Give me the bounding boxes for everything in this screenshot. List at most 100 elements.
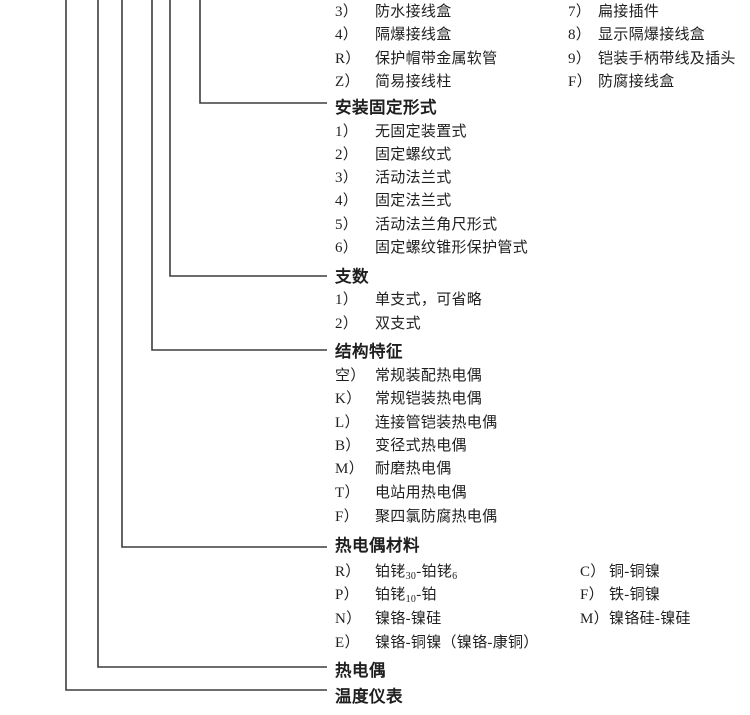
list-item: 3） 活动法兰式 <box>335 166 452 190</box>
item-code: T） <box>335 485 360 501</box>
item-code: 6） <box>335 240 359 256</box>
item-label: 防水接线盒 <box>375 4 452 20</box>
list-item: 5） 活动法兰角尺形式 <box>335 213 497 237</box>
material-subscript: 6 <box>452 571 458 582</box>
material-text: 铂铑 <box>375 564 406 580</box>
list-item: M） 耐磨热电偶 <box>335 457 452 481</box>
item-code: 9） <box>568 51 592 67</box>
list-item: N） 镍铬-镍硅 <box>335 607 442 631</box>
item-label: 活动法兰式 <box>375 170 452 186</box>
branch-line-thermocouple <box>97 0 327 668</box>
item-label: 耐磨热电偶 <box>375 461 452 477</box>
item-code: R） <box>335 564 361 580</box>
item-code: 2） <box>335 147 359 163</box>
item-label: 聚四氯防腐热电偶 <box>375 509 498 525</box>
item-code: 4） <box>335 193 359 209</box>
item-code: N） <box>335 611 362 627</box>
list-item: Z） 简易接线柱 <box>335 70 452 94</box>
list-item: 4） 固定法兰式 <box>335 189 452 213</box>
section-header-material: 热电偶材料 <box>335 536 420 555</box>
section-header-structure: 结构特征 <box>335 342 403 361</box>
item-code: 3） <box>335 170 359 186</box>
item-label: 单支式，可省略 <box>375 292 483 308</box>
item-label: 铂铑10-铂 <box>375 583 437 607</box>
item-code: M） <box>335 461 364 477</box>
item-code: 8） <box>568 27 592 43</box>
item-label: 铠装手柄带线及插头 <box>598 51 736 67</box>
item-label: 镍铬硅-镍硅 <box>609 611 691 627</box>
material-subscript: 10 <box>405 594 417 605</box>
item-code: 5） <box>335 217 359 233</box>
list-item: R） 保护帽带金属软管 <box>335 47 497 71</box>
item-label: 镍铬-铜镍（镍铬-康铜） <box>375 635 539 651</box>
list-item: C） 铜-铜镍 <box>580 560 660 584</box>
item-label: 固定螺纹锥形保护管式 <box>375 240 529 256</box>
branch-line-branch-count <box>169 0 327 277</box>
item-code: L） <box>335 415 360 431</box>
item-code: B） <box>335 438 361 454</box>
item-label: 铂铑30-铂铑6 <box>375 560 457 584</box>
list-item: L） 连接管铠装热电偶 <box>335 411 497 435</box>
list-item: 9） 铠装手柄带线及插头 <box>568 47 736 71</box>
list-item: 3） 防水接线盒 <box>335 0 452 24</box>
item-code: F） <box>335 509 359 525</box>
list-item: 空） 常规装配热电偶 <box>335 364 482 388</box>
item-code: 7） <box>568 4 592 20</box>
item-label: 显示隔爆接线盒 <box>598 27 706 43</box>
section-header-branch-count: 支数 <box>335 267 369 286</box>
list-item: F） 防腐接线盒 <box>568 70 675 94</box>
item-code: K） <box>335 391 362 407</box>
item-label: 铁-铜镍 <box>609 587 661 603</box>
list-item: B） 变径式热电偶 <box>335 434 467 458</box>
item-label: 固定螺纹式 <box>375 147 452 163</box>
list-item: E） 镍铬-铜镍（镍铬-康铜） <box>335 631 539 655</box>
list-item: T） 电站用热电偶 <box>335 481 467 505</box>
item-label: 隔爆接线盒 <box>375 27 452 43</box>
item-label: 防腐接线盒 <box>598 74 675 90</box>
item-label: 常规装配热电偶 <box>375 368 483 384</box>
list-item: F） 聚四氯防腐热电偶 <box>335 505 497 529</box>
list-item: 1） 单支式，可省略 <box>335 288 482 312</box>
material-text: 铂铑 <box>375 587 406 603</box>
item-code: M） <box>580 611 609 627</box>
item-code: Z） <box>335 74 360 90</box>
item-label: 固定法兰式 <box>375 193 452 209</box>
item-code: 1） <box>335 292 359 308</box>
branch-line-mounting <box>199 0 327 104</box>
item-label: 电站用热电偶 <box>375 485 467 501</box>
item-code: 1） <box>335 124 359 140</box>
material-text: -铂铑 <box>416 564 453 580</box>
list-item: 8） 显示隔爆接线盒 <box>568 23 705 47</box>
item-code: 2） <box>335 316 359 332</box>
item-label: 扁接插件 <box>598 4 660 20</box>
list-item: R） 铂铑30-铂铑6 <box>335 560 457 584</box>
item-code: 4） <box>335 27 359 43</box>
section-header-thermocouple: 热电偶 <box>335 661 386 680</box>
branch-line-temperature-instrument <box>65 0 327 691</box>
item-label: 连接管铠装热电偶 <box>375 415 498 431</box>
item-code: P） <box>335 587 359 603</box>
item-code: 空） <box>335 368 366 384</box>
item-code: 3） <box>335 4 359 20</box>
item-label: 无固定装置式 <box>375 124 467 140</box>
material-subscript: 30 <box>405 571 417 582</box>
item-code: E） <box>335 635 360 651</box>
item-label: 常规铠装热电偶 <box>375 391 483 407</box>
item-code: R） <box>335 51 361 67</box>
list-item: 7） 扁接插件 <box>568 0 659 24</box>
list-item: 6） 固定螺纹锥形保护管式 <box>335 236 528 260</box>
list-item: 4） 隔爆接线盒 <box>335 23 452 47</box>
list-item: 1） 无固定装置式 <box>335 120 467 144</box>
item-label: 简易接线柱 <box>375 74 452 90</box>
item-label: 双支式 <box>375 316 421 332</box>
branch-line-structure <box>151 0 327 351</box>
section-header-temperature-instrument: 温度仪表 <box>335 687 403 706</box>
material-text: -铂 <box>416 587 437 603</box>
item-label: 铜-铜镍 <box>609 564 661 580</box>
item-label: 变径式热电偶 <box>375 438 467 454</box>
list-item: P） 铂铑10-铂 <box>335 583 437 607</box>
item-code: F） <box>580 587 604 603</box>
item-label: 活动法兰角尺形式 <box>375 217 498 233</box>
